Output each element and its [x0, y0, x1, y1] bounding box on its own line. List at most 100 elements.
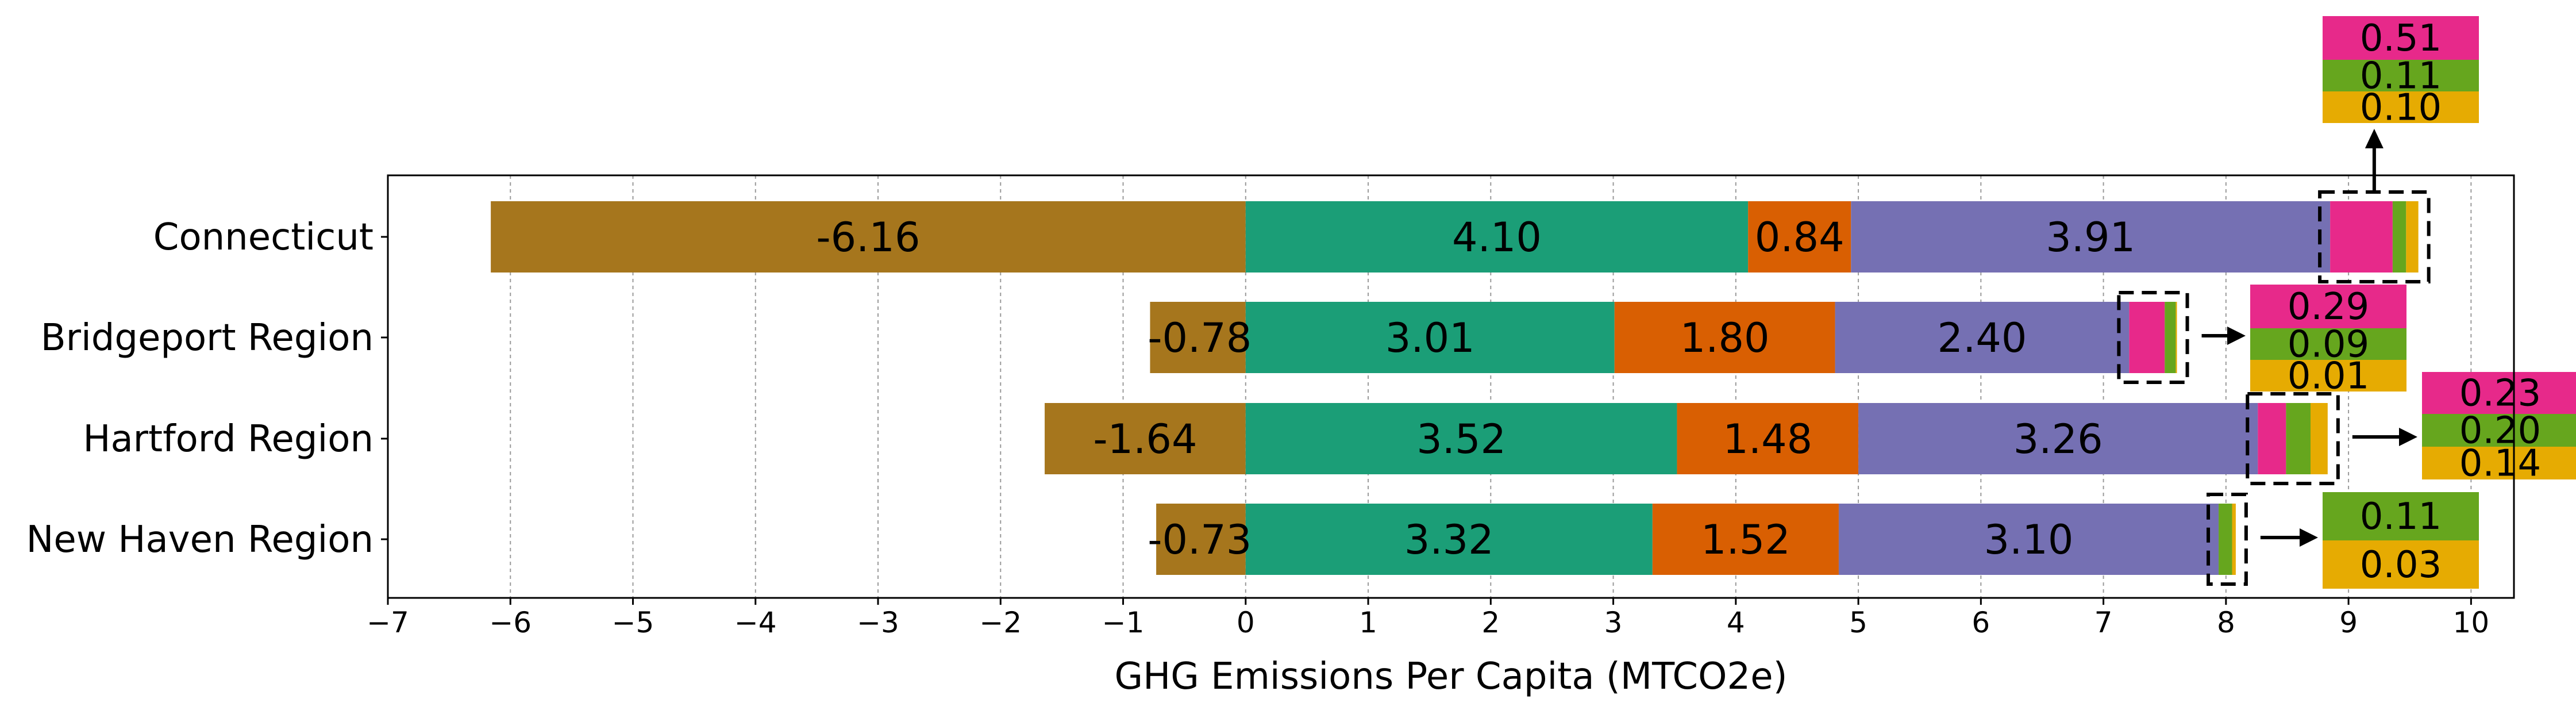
bar-segment [1652, 504, 1839, 575]
bar-value-label: 0.84 [1755, 214, 1845, 261]
bar-segment [1245, 504, 1653, 575]
bar-value-label: 3.91 [2046, 214, 2135, 261]
x-tick-label: 10 [2453, 606, 2490, 639]
value-box [2422, 372, 2576, 414]
bar-segment [1245, 403, 1677, 474]
value-box [2250, 285, 2406, 328]
bar-segment [1614, 302, 1835, 373]
bar-segment [1851, 201, 2331, 273]
x-tick-label: 6 [1972, 606, 1990, 639]
bar-segment [1150, 302, 1246, 373]
bar-segment [1245, 201, 1749, 273]
bar-segment [1045, 403, 1246, 474]
value-box-label: 0.09 [2288, 324, 2370, 366]
bar-segment [2232, 504, 2236, 575]
x-tick-label: 3 [1604, 606, 1623, 639]
x-tick-label: −6 [489, 606, 532, 639]
highlight-box [2207, 493, 2248, 586]
value-box [2422, 414, 2576, 447]
plot-frame [387, 174, 2515, 599]
bar-segment [1858, 403, 2258, 474]
value-box [2250, 328, 2406, 360]
x-tick-label: −7 [367, 606, 409, 639]
value-box-label: 0.23 [2459, 373, 2542, 415]
value-box-label: 0.11 [2360, 496, 2442, 538]
bar-segment [1838, 504, 2219, 575]
callout-arrowhead [2365, 129, 2384, 148]
bar-value-label: 3.01 [1385, 314, 1475, 362]
value-box [2323, 91, 2479, 123]
bar-segment [1748, 201, 1851, 273]
value-box [2323, 60, 2479, 91]
x-tick-label: 0 [1237, 606, 1255, 639]
category-label: New Haven Region [26, 519, 373, 561]
bar-value-labels: -6.16 4.10 0.84 3.91 -0.78 3.01 1.80 2.40 -1.64 3… [816, 214, 2135, 563]
value-box [2323, 16, 2479, 60]
value-box [2323, 540, 2479, 589]
bar-value-label: -0.78 [1148, 314, 1252, 362]
x-tick-label: 8 [2217, 606, 2235, 639]
value-box [2323, 492, 2479, 540]
bar-segment [2129, 302, 2165, 373]
bar-value-label: 3.10 [1984, 516, 2074, 563]
callout-arrowhead [2227, 327, 2246, 345]
callouts: 0.510.110.100.290.090.01 0.230.200.140.11… [2117, 16, 2576, 589]
value-box-label: 0.01 [2288, 355, 2370, 398]
bar-segment [2175, 302, 2177, 373]
bar-value-label: 3.52 [1416, 416, 1506, 463]
bar-value-label: 1.48 [1723, 416, 1812, 463]
bar-value-label: 3.26 [2013, 416, 2103, 463]
bar-segment [2330, 201, 2393, 273]
value-box-label: 0.03 [2360, 544, 2442, 586]
bar-segment [2392, 201, 2406, 273]
value-box-label: 0.29 [2288, 286, 2370, 328]
bar-segment [1677, 403, 1859, 474]
x-tick-label: 9 [2339, 606, 2358, 639]
bar-segment [2219, 504, 2232, 575]
bar-segment [2165, 302, 2176, 373]
bar-value-label: -1.64 [1093, 416, 1197, 463]
bar-value-label: 4.10 [1452, 214, 1542, 261]
highlight-box [2117, 291, 2189, 384]
bar-value-label: 3.32 [1404, 516, 1494, 563]
value-box [2422, 447, 2576, 479]
category-label: Connecticut [153, 216, 373, 259]
axes: −7 −6 −5 −4 −3 −2 −1 0 1 2 3 4 5 6 7 8 9 10 Connecticut Bri… [26, 216, 2489, 639]
x-tick-label: −1 [1102, 606, 1145, 639]
callout-arrowhead [2300, 528, 2318, 547]
bar-segment [2258, 403, 2286, 474]
category-label: Hartford Region [83, 418, 373, 460]
bar-segment [1245, 302, 1615, 373]
bars [491, 201, 2419, 575]
bar-segment [491, 201, 1246, 273]
x-tick-label: −4 [734, 606, 777, 639]
bar-value-label: 1.52 [1701, 516, 1791, 563]
bar-segment [1156, 504, 1246, 575]
bar-value-label: 2.40 [1938, 314, 2027, 362]
x-tick-label: 5 [1849, 606, 1867, 639]
value-box-label: 0.14 [2459, 443, 2542, 485]
x-tick-label: 7 [2094, 606, 2113, 639]
value-box [2250, 360, 2406, 392]
x-tick-label: 1 [1359, 606, 1377, 639]
bar-value-label: -6.16 [816, 214, 920, 261]
x-tick-label: 2 [1481, 606, 1500, 639]
bar-segment [2406, 201, 2419, 273]
value-box-label: 0.10 [2360, 87, 2442, 129]
bar-value-label: -0.73 [1148, 516, 1252, 563]
category-label: Bridgeport Region [41, 317, 373, 359]
bar-segment [2286, 403, 2311, 474]
callout-arrowhead [2399, 428, 2417, 446]
value-box-label: 0.11 [2360, 55, 2442, 98]
x-axis-label: GHG Emissions Per Capita (MTCO2e) [1114, 655, 1787, 698]
bar-segment [2310, 403, 2328, 474]
value-box-label: 0.20 [2459, 410, 2542, 452]
bar-segment [1835, 302, 2130, 373]
x-tick-label: −2 [979, 606, 1022, 639]
x-tick-label: −3 [857, 606, 899, 639]
value-box-label: 0.51 [2360, 17, 2442, 60]
x-tick-label: 4 [1727, 606, 1745, 639]
x-tick-label: −5 [612, 606, 654, 639]
bar-value-label: 1.80 [1680, 314, 1770, 362]
